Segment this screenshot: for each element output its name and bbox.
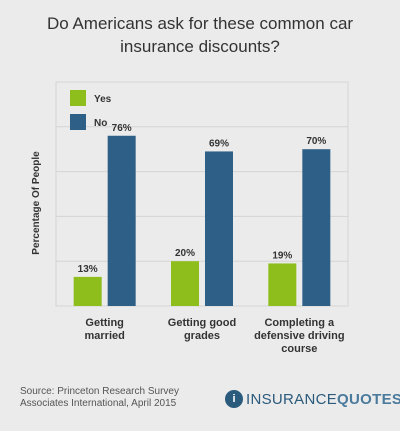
value-label: 13% — [78, 264, 98, 275]
bars — [73, 135, 331, 306]
bar-yes-2 — [268, 263, 297, 306]
legend-label-yes: Yes — [94, 94, 112, 105]
bar-no-2 — [302, 149, 331, 306]
category-label: Getting good — [168, 317, 236, 329]
value-label: 19% — [272, 250, 292, 261]
bar-yes-0 — [73, 276, 102, 306]
legend-swatch-yes — [70, 90, 86, 106]
chart-title: Do Americans ask for these common car in… — [46, 14, 354, 56]
source-line-1: Source: Princeton Research Survey — [20, 386, 179, 397]
legend-swatch-no — [70, 114, 86, 130]
grid-lines — [55, 81, 349, 307]
logo-mark-icon: i — [225, 390, 243, 408]
value-label: 69% — [209, 138, 229, 149]
logo-text-insurance: INSURANCE — [246, 390, 338, 408]
bar-no-0 — [107, 135, 136, 306]
category-label: defensive driving — [254, 330, 344, 342]
category-label: course — [281, 343, 317, 355]
bar-yes-1 — [171, 261, 199, 306]
category-label: Completing a — [264, 317, 335, 329]
source-note: Source: Princeton Research Survey Associ… — [20, 386, 220, 410]
value-label: 76% — [112, 123, 132, 134]
logo-text-quotes: QUOTES — [337, 390, 400, 408]
source-line-2: Associates International, April 2015 — [20, 398, 177, 409]
value-label: 70% — [306, 136, 326, 147]
insurancequotes-logo: i INSURANCE QUOTES — [225, 388, 400, 410]
category-label: Getting — [85, 317, 124, 329]
legend: Yes No — [70, 90, 112, 130]
legend-label-no: No — [94, 118, 107, 129]
bar-chart: 13%76%20%69%19%70% GettingmarriedGetting… — [31, 81, 349, 355]
category-label: married — [84, 330, 124, 342]
category-label: grades — [184, 330, 220, 342]
bar-no-1 — [205, 151, 233, 306]
y-axis-label: Percentage Of People — [31, 151, 42, 255]
value-labels: 13% 76% 20% 69% 19% 70% — [78, 123, 327, 275]
value-label: 20% — [175, 248, 195, 259]
